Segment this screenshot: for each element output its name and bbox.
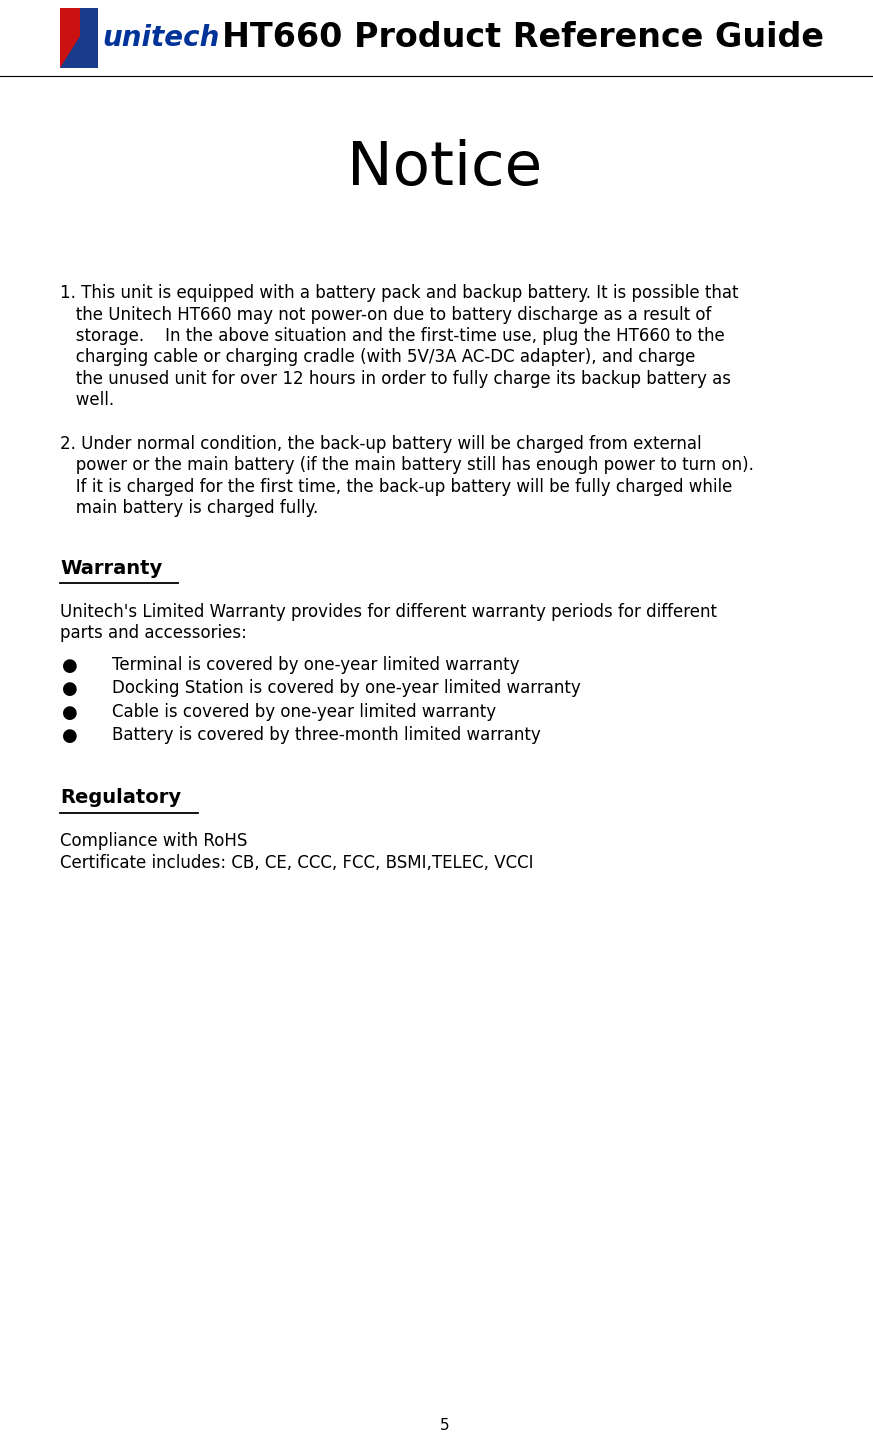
Text: Regulatory: Regulatory <box>60 788 181 807</box>
Text: 1. This unit is equipped with a battery pack and backup battery. It is possible : 1. This unit is equipped with a battery … <box>60 284 739 302</box>
Text: Compliance with RoHS: Compliance with RoHS <box>60 832 247 851</box>
Polygon shape <box>60 9 98 68</box>
Text: 5: 5 <box>440 1419 450 1434</box>
Text: Notice: Notice <box>347 140 543 199</box>
Text: Cable is covered by one-year limited warranty: Cable is covered by one-year limited war… <box>112 702 496 721</box>
Text: the Unitech HT660 may not power-on due to battery discharge as a result of: the Unitech HT660 may not power-on due t… <box>60 305 711 323</box>
Text: If it is charged for the first time, the back-up battery will be fully charged w: If it is charged for the first time, the… <box>60 478 732 496</box>
Text: unitech: unitech <box>102 25 219 52</box>
Text: main battery is charged fully.: main battery is charged fully. <box>60 500 319 518</box>
Text: Warranty: Warranty <box>60 558 162 579</box>
Text: Terminal is covered by one-year limited warranty: Terminal is covered by one-year limited … <box>112 656 519 675</box>
Text: storage.    In the above situation and the first-time use, plug the HT660 to the: storage. In the above situation and the … <box>60 327 725 345</box>
Text: 2. Under normal condition, the back-up battery will be charged from external: 2. Under normal condition, the back-up b… <box>60 435 702 454</box>
Text: HT660 Product Reference Guide: HT660 Product Reference Guide <box>222 22 824 54</box>
Text: parts and accessories:: parts and accessories: <box>60 625 247 643</box>
Text: the unused unit for over 12 hours in order to fully charge its backup battery as: the unused unit for over 12 hours in ord… <box>60 369 731 388</box>
Text: Battery is covered by three-month limited warranty: Battery is covered by three-month limite… <box>112 727 540 744</box>
Text: well.: well. <box>60 391 114 410</box>
Text: Certificate includes: CB, CE, CCC, FCC, BSMI,TELEC, VCCI: Certificate includes: CB, CE, CCC, FCC, … <box>60 853 533 871</box>
Polygon shape <box>60 9 80 68</box>
Text: ●: ● <box>62 680 78 698</box>
Text: charging cable or charging cradle (with 5V/3A AC-DC adapter), and charge: charging cable or charging cradle (with … <box>60 349 696 366</box>
Text: ●: ● <box>62 704 78 723</box>
Text: ●: ● <box>62 657 78 675</box>
Text: Docking Station is covered by one-year limited warranty: Docking Station is covered by one-year l… <box>112 679 581 698</box>
Text: Unitech's Limited Warranty provides for different warranty periods for different: Unitech's Limited Warranty provides for … <box>60 603 717 621</box>
Text: power or the main battery (if the main battery still has enough power to turn on: power or the main battery (if the main b… <box>60 457 754 474</box>
Text: ●: ● <box>62 727 78 746</box>
